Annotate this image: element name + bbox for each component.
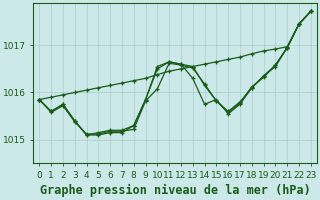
X-axis label: Graphe pression niveau de la mer (hPa): Graphe pression niveau de la mer (hPa) bbox=[40, 184, 310, 197]
